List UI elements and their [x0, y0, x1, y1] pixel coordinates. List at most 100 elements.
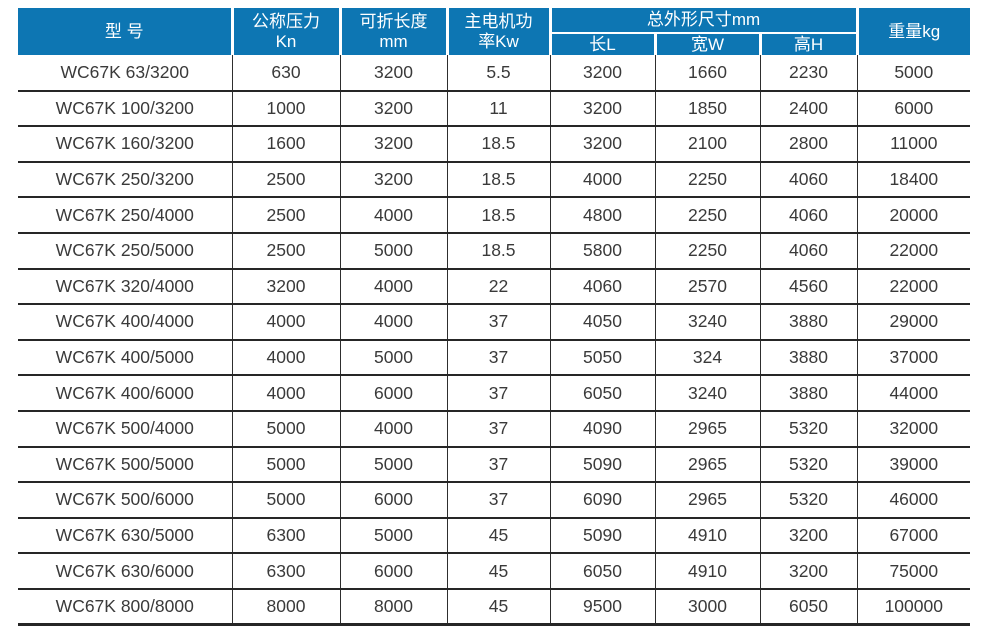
header-model-label: 型 号 — [104, 21, 144, 41]
value-cell: 5.5 — [446, 55, 550, 91]
value-cell: 6050 — [549, 374, 655, 411]
value-cell: 2100 — [654, 125, 760, 162]
value-cell: 45 — [446, 552, 550, 589]
value-cell: 37 — [446, 338, 550, 376]
table-row: WC67K 500/4000 5000 4000 37 4090 2965 5320 3200… — [18, 409, 971, 447]
value-cell: 3000 — [654, 587, 760, 625]
header-dim-width: 宽W — [653, 32, 760, 55]
header-dim-height: 高H — [758, 32, 858, 55]
value-cell: 5320 — [759, 481, 858, 518]
value-cell: 3200 — [549, 125, 655, 162]
value-cell: 4060 — [759, 196, 858, 233]
model-cell: WC67K 320/4000 — [18, 267, 232, 305]
header-weight: 重量kg — [855, 8, 971, 55]
value-cell: 4560 — [759, 267, 858, 305]
value-cell: 5090 — [549, 516, 655, 554]
value-cell: 3200 — [549, 89, 655, 127]
value-cell: 4050 — [549, 303, 655, 340]
value-cell: 37 — [446, 445, 550, 483]
table-row: WC67K 400/5000 4000 5000 37 5050 324 3880 37000 — [18, 338, 971, 376]
value-cell: 1660 — [654, 55, 760, 91]
table-row: WC67K 250/3200 2500 3200 18.5 4000 2250 4060 18… — [18, 160, 971, 198]
value-cell: 6000 — [339, 481, 447, 518]
table-header: 型 号 公称压力 Kn 可折长度 mm 主电机功 率Kw 总外形尺寸mm — [18, 8, 971, 55]
value-cell: 2400 — [759, 89, 858, 127]
value-cell: 29000 — [856, 303, 971, 340]
spec-table-container: 型 号 公称压力 Kn 可折长度 mm 主电机功 率Kw 总外形尺寸mm — [18, 8, 971, 626]
value-cell: 1850 — [654, 89, 760, 127]
value-cell: 630 — [231, 55, 340, 91]
value-cell: 4000 — [231, 338, 340, 376]
value-cell: 46000 — [856, 481, 971, 518]
value-cell: 45 — [446, 516, 550, 554]
value-cell: 5000 — [231, 445, 340, 483]
value-cell: 2230 — [759, 55, 858, 91]
value-cell: 18400 — [856, 160, 971, 198]
header-motor-power: 主电机功 率Kw — [445, 8, 550, 55]
value-cell: 5000 — [339, 516, 447, 554]
value-cell: 4000 — [231, 303, 340, 340]
value-cell: 3200 — [231, 267, 340, 305]
value-cell: 18.5 — [446, 231, 550, 269]
table-row: WC67K 63/3200 630 3200 5.5 3200 1660 2230 5000 — [18, 55, 971, 91]
value-cell: 5090 — [549, 445, 655, 483]
value-cell: 2500 — [231, 231, 340, 269]
value-cell: 4090 — [549, 409, 655, 447]
value-cell: 324 — [654, 338, 760, 376]
value-cell: 100000 — [856, 587, 971, 625]
model-cell: WC67K 250/4000 — [18, 196, 232, 233]
value-cell: 5000 — [856, 55, 971, 91]
value-cell: 8000 — [231, 587, 340, 625]
value-cell: 6090 — [549, 481, 655, 518]
value-cell: 2250 — [654, 231, 760, 269]
value-cell: 37 — [446, 374, 550, 411]
value-cell: 4000 — [231, 374, 340, 411]
table-row: WC67K 250/5000 2500 5000 18.5 5800 2250 4060 22… — [18, 231, 971, 269]
value-cell: 3200 — [759, 516, 858, 554]
value-cell: 4060 — [759, 231, 858, 269]
value-cell: 8000 — [339, 587, 447, 625]
model-cell: WC67K 630/6000 — [18, 552, 232, 589]
value-cell: 5000 — [231, 409, 340, 447]
model-cell: WC67K 250/5000 — [18, 231, 232, 269]
value-cell: 20000 — [856, 196, 971, 233]
value-cell: 2965 — [654, 409, 760, 447]
model-cell: WC67K 630/5000 — [18, 516, 232, 554]
value-cell: 6300 — [231, 516, 340, 554]
value-cell: 3880 — [759, 303, 858, 340]
model-cell: WC67K 63/3200 — [60, 61, 189, 82]
model-cell: WC67K 500/4000 — [18, 409, 232, 447]
model-cell: WC67K 400/4000 — [18, 303, 232, 340]
value-cell: 1000 — [231, 89, 340, 127]
value-cell: 37000 — [856, 338, 971, 376]
value-cell: 4800 — [549, 196, 655, 233]
header-nominal-pressure: 公称压力 Kn — [230, 8, 340, 55]
table-row: WC67K 100/3200 1000 3200 11 3200 1850 2400 6000 — [18, 89, 971, 127]
spec-table: 型 号 公称压力 Kn 可折长度 mm 主电机功 率Kw 总外形尺寸mm — [18, 8, 971, 626]
value-cell: 3200 — [339, 55, 447, 91]
value-cell: 4000 — [339, 267, 447, 305]
value-cell: 6050 — [549, 552, 655, 589]
value-cell: 4000 — [339, 303, 447, 340]
value-cell: 37 — [446, 481, 550, 518]
model-cell: WC67K 500/6000 — [18, 481, 232, 518]
value-cell: 45 — [446, 587, 550, 625]
value-cell: 6000 — [339, 374, 447, 411]
table-row: WC67K 400/6000 4000 6000 37 6050 3240 3880 4400… — [18, 374, 971, 411]
value-cell: 11 — [446, 89, 550, 127]
table-row: WC67K 500/6000 5000 6000 37 6090 2965 5320 4600… — [18, 481, 971, 518]
value-cell: 2570 — [654, 267, 760, 305]
table-row: WC67K 250/4000 2500 4000 18.5 4800 2250 4060 20… — [18, 196, 971, 233]
value-cell: 4000 — [339, 409, 447, 447]
value-cell: 1600 — [231, 125, 340, 162]
value-cell: 6300 — [231, 552, 340, 589]
value-cell: 4000 — [549, 160, 655, 198]
value-cell: 5320 — [759, 445, 858, 483]
value-cell: 4000 — [339, 196, 447, 233]
value-cell: 3240 — [654, 303, 760, 340]
value-cell: 9500 — [549, 587, 655, 625]
value-cell: 5000 — [231, 481, 340, 518]
value-cell: 2800 — [759, 125, 858, 162]
table-row: WC67K 160/3200 1600 3200 18.5 3200 2100 2800 11… — [18, 125, 971, 162]
value-cell: 4060 — [549, 267, 655, 305]
